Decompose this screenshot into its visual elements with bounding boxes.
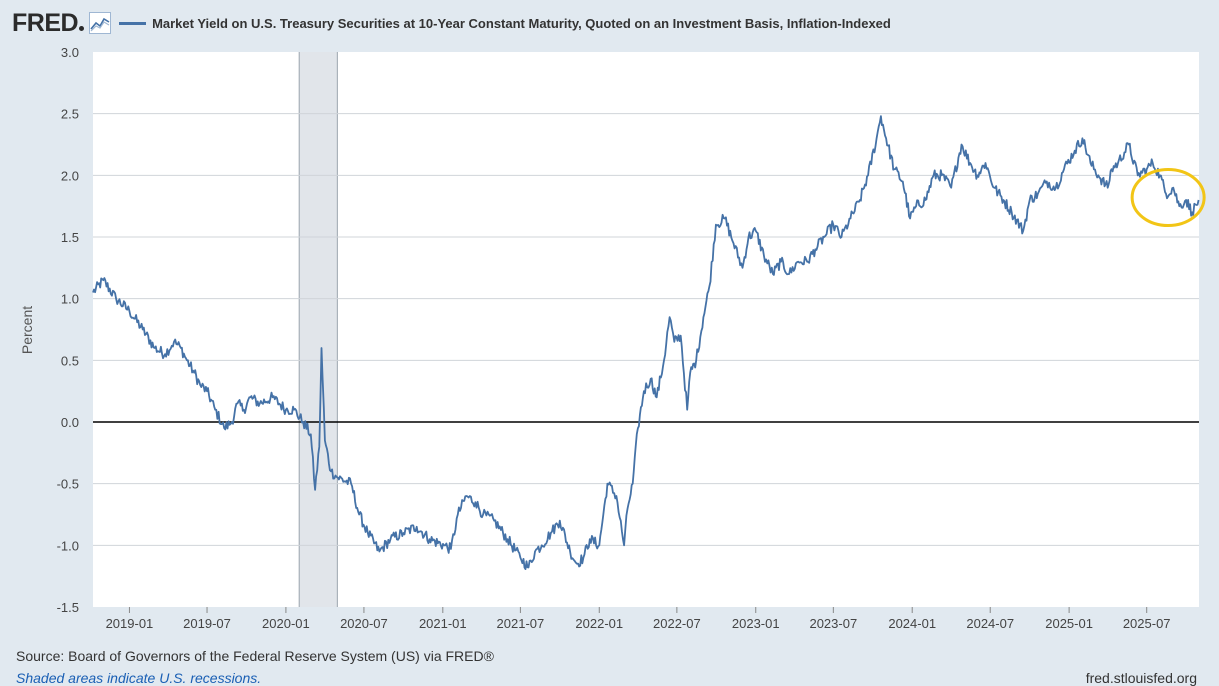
y-axis-ticks: 3.0 2.5 2.0 1.5 1.0 0.5 0.0 -0.5 -1.0 -1.5 bbox=[57, 45, 79, 615]
x-tick-label: 2024-07 bbox=[966, 616, 1014, 631]
y-tick-label: -1.5 bbox=[57, 600, 79, 615]
y-tick-label: 0.0 bbox=[61, 415, 79, 430]
x-tick-label: 2021-01 bbox=[419, 616, 467, 631]
y-axis-label: Percent bbox=[19, 306, 35, 354]
gridlines bbox=[93, 113, 1199, 546]
y-tick-label: -0.5 bbox=[57, 477, 79, 492]
y-tick-label: 1.5 bbox=[61, 230, 79, 245]
x-tick-label: 2021-07 bbox=[497, 616, 545, 631]
x-tick-label: 2022-01 bbox=[575, 616, 623, 631]
x-tick-label: 2023-01 bbox=[732, 616, 780, 631]
logo-dot bbox=[79, 25, 85, 31]
chart-canvas[interactable]: 3.0 2.5 2.0 1.5 1.0 0.5 0.0 -0.5 -1.0 -1.5 2019-0… bbox=[0, 0, 1219, 640]
graph-icon bbox=[89, 12, 112, 34]
y-tick-label: 2.5 bbox=[61, 107, 79, 122]
x-tick-label: 2020-01 bbox=[262, 616, 310, 631]
x-tick-label: 2024-01 bbox=[888, 616, 936, 631]
y-tick-label: 1.0 bbox=[61, 292, 79, 307]
y-tick-label: 3.0 bbox=[61, 45, 79, 60]
y-tick-label: 2.0 bbox=[61, 168, 79, 183]
x-tick-label: 2023-07 bbox=[809, 616, 857, 631]
recession-shading bbox=[298, 52, 338, 607]
x-tick-label: 2020-07 bbox=[340, 616, 388, 631]
plot-area bbox=[93, 52, 1199, 607]
legend-series-swatch bbox=[119, 21, 147, 25]
site-link[interactable]: fred.stlouisfed.org bbox=[1085, 670, 1197, 686]
x-axis-ticks: 2019-01 2019-07 2020-01 2020-07 2021-01 2021-… bbox=[106, 607, 1171, 631]
chart-title: Market Yield on U.S. Treasury Securities… bbox=[152, 15, 891, 31]
x-tick-label: 2019-01 bbox=[106, 616, 154, 631]
y-tick-label: -1.0 bbox=[57, 538, 79, 553]
series-line bbox=[92, 115, 1200, 570]
source-text: Source: Board of Governors of the Federa… bbox=[16, 648, 494, 664]
x-tick-label: 2025-07 bbox=[1123, 616, 1171, 631]
x-tick-label: 2022-07 bbox=[653, 616, 701, 631]
x-tick-label: 2019-07 bbox=[183, 616, 231, 631]
recession-note-link[interactable]: Shaded areas indicate U.S. recessions. bbox=[16, 670, 262, 686]
chart-header: FRED Market Yield on U.S. Treasury Secur… bbox=[12, 8, 891, 38]
recession-band-0 bbox=[299, 52, 338, 607]
highlight-circle bbox=[1130, 168, 1206, 228]
x-tick-label: 2025-01 bbox=[1045, 616, 1093, 631]
fred-logo[interactable]: FRED bbox=[12, 8, 79, 37]
y-tick-label: 0.5 bbox=[61, 353, 79, 368]
